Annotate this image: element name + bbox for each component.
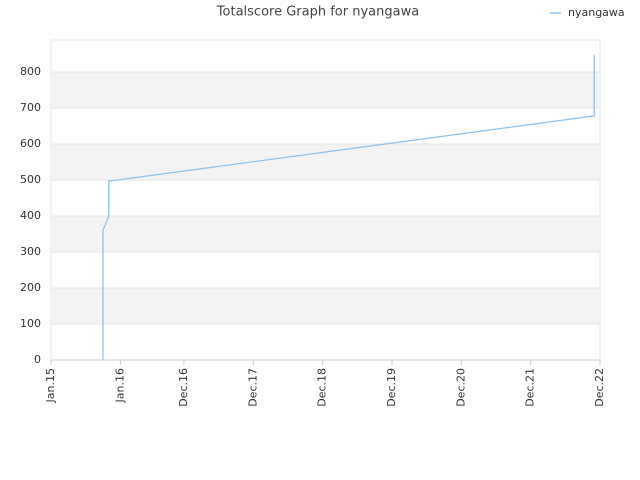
grid-band [51, 144, 600, 181]
y-tick-label: 300 [20, 245, 41, 258]
x-tick-label: Dec.19 [385, 368, 398, 407]
x-tick-label: Dec.16 [177, 368, 190, 407]
x-tick-label: Dec.22 [593, 368, 606, 407]
y-tick-label: 600 [20, 137, 41, 150]
x-tick-label: Dec.17 [246, 368, 259, 407]
x-tick-label: Jan.16 [113, 368, 126, 403]
grid-band [51, 288, 600, 325]
y-tick-label: 800 [20, 65, 41, 78]
series-line [102, 54, 595, 360]
x-tick-label: Dec.21 [524, 368, 537, 407]
y-tick-label: 0 [34, 353, 41, 366]
y-tick-label: 400 [20, 209, 41, 222]
grid-band [51, 216, 600, 253]
grid-band [51, 72, 600, 109]
y-tick-label: 500 [20, 173, 41, 186]
x-tick-label: Dec.20 [454, 368, 467, 407]
chart-title: Totalscore Graph for nyangawa [216, 5, 419, 20]
legend-label: nyangawa [568, 6, 625, 19]
y-tick-label: 200 [20, 281, 41, 294]
y-tick-label: 100 [20, 317, 41, 330]
y-tick-label: 700 [20, 101, 41, 114]
x-tick-label: Dec.18 [316, 368, 329, 407]
x-tick-label: Jan.15 [44, 368, 57, 403]
